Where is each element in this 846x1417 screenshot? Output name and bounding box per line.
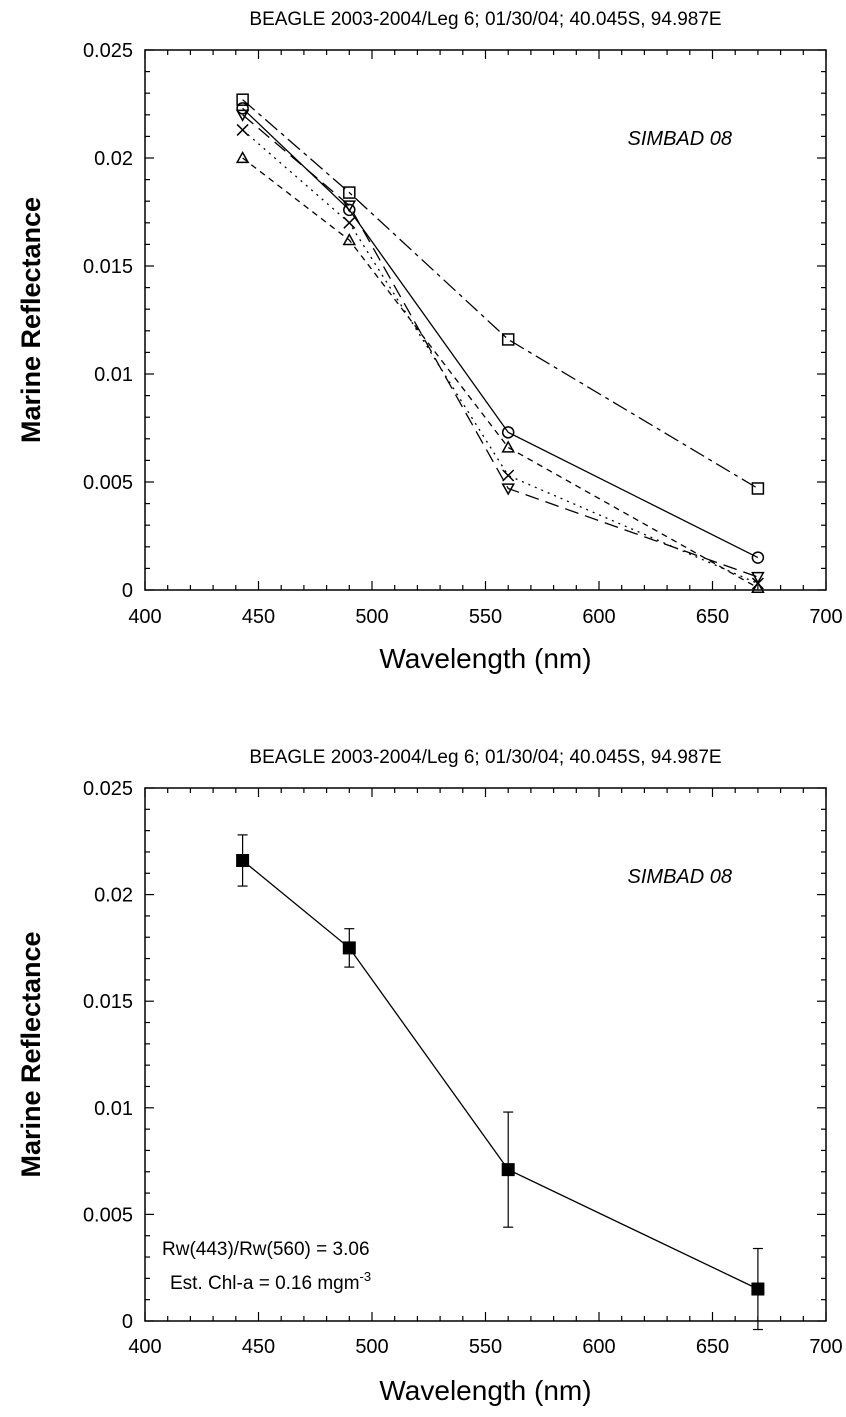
- chl-note: Est. Chl-a = 0.16 mgm-3: [170, 1269, 371, 1294]
- y-tick-label: 0.02: [94, 148, 133, 170]
- y-tick-label: 0: [122, 1311, 133, 1333]
- series-line: [243, 158, 758, 588]
- y-tick-label: 0.02: [94, 885, 133, 907]
- x-tick-label: 450: [242, 606, 275, 628]
- x-tick-label: 550: [469, 1336, 502, 1358]
- data-point-x: [344, 217, 355, 228]
- x-tick-label: 450: [242, 1336, 275, 1358]
- data-point-triangle-down: [752, 573, 763, 583]
- ratio-note: Rw(443)/Rw(560) = 3.06: [162, 1239, 370, 1260]
- x-tick-label: 400: [128, 1336, 161, 1358]
- series-line: [243, 108, 758, 557]
- y-tick-label: 0.015: [83, 991, 133, 1013]
- series-line: [243, 115, 758, 577]
- y-tick-label: 0: [122, 580, 133, 602]
- y-tick-label: 0.01: [94, 364, 133, 386]
- data-point-filled-square: [751, 1283, 764, 1296]
- chart-panel-2: BEAGLE 2003-2004/Leg 6; 01/30/04; 40.045…: [16, 747, 843, 1406]
- x-tick-label: 400: [128, 606, 161, 628]
- data-point-square: [752, 483, 763, 494]
- x-tick-label: 650: [696, 606, 729, 628]
- x-axis-title: Wavelength (nm): [379, 643, 591, 674]
- chart-panel-1: BEAGLE 2003-2004/Leg 6; 01/30/04; 40.045…: [16, 9, 843, 674]
- x-tick-label: 700: [809, 1336, 842, 1358]
- x-tick-label: 500: [355, 606, 388, 628]
- simbad-annotation: SIMBAD 08: [628, 128, 732, 150]
- series-line: [243, 100, 758, 489]
- x-tick-label: 600: [582, 1336, 615, 1358]
- series-line: [243, 130, 758, 584]
- y-tick-label: 0.005: [83, 472, 133, 494]
- y-axis-title: Marine Reflectance: [16, 197, 46, 443]
- x-tick-label: 700: [809, 606, 842, 628]
- simbad-annotation: SIMBAD 08: [628, 866, 732, 888]
- y-tick-label: 0.005: [83, 1204, 133, 1226]
- x-tick-label: 600: [582, 606, 615, 628]
- chart-title: BEAGLE 2003-2004/Leg 6; 01/30/04; 40.045…: [249, 747, 721, 768]
- x-tick-label: 550: [469, 606, 502, 628]
- y-axis-title: Marine Reflectance: [16, 931, 46, 1177]
- x-axis-title: Wavelength (nm): [379, 1375, 591, 1406]
- series-line: [243, 860, 758, 1289]
- data-point-filled-square: [236, 854, 249, 867]
- x-tick-label: 500: [355, 1336, 388, 1358]
- data-point-filled-square: [502, 1163, 515, 1176]
- y-tick-label: 0.01: [94, 1098, 133, 1120]
- chl-unit-superscript: -3: [360, 1269, 372, 1284]
- data-point-x: [503, 470, 514, 481]
- x-tick-label: 650: [696, 1336, 729, 1358]
- y-tick-label: 0.025: [83, 40, 133, 62]
- chart-title: BEAGLE 2003-2004/Leg 6; 01/30/04; 40.045…: [249, 9, 721, 30]
- data-point-x: [237, 124, 248, 135]
- data-point-filled-square: [343, 941, 356, 954]
- y-tick-label: 0.015: [83, 256, 133, 278]
- y-tick-label: 0.025: [83, 778, 133, 800]
- data-point-triangle-up: [237, 153, 248, 163]
